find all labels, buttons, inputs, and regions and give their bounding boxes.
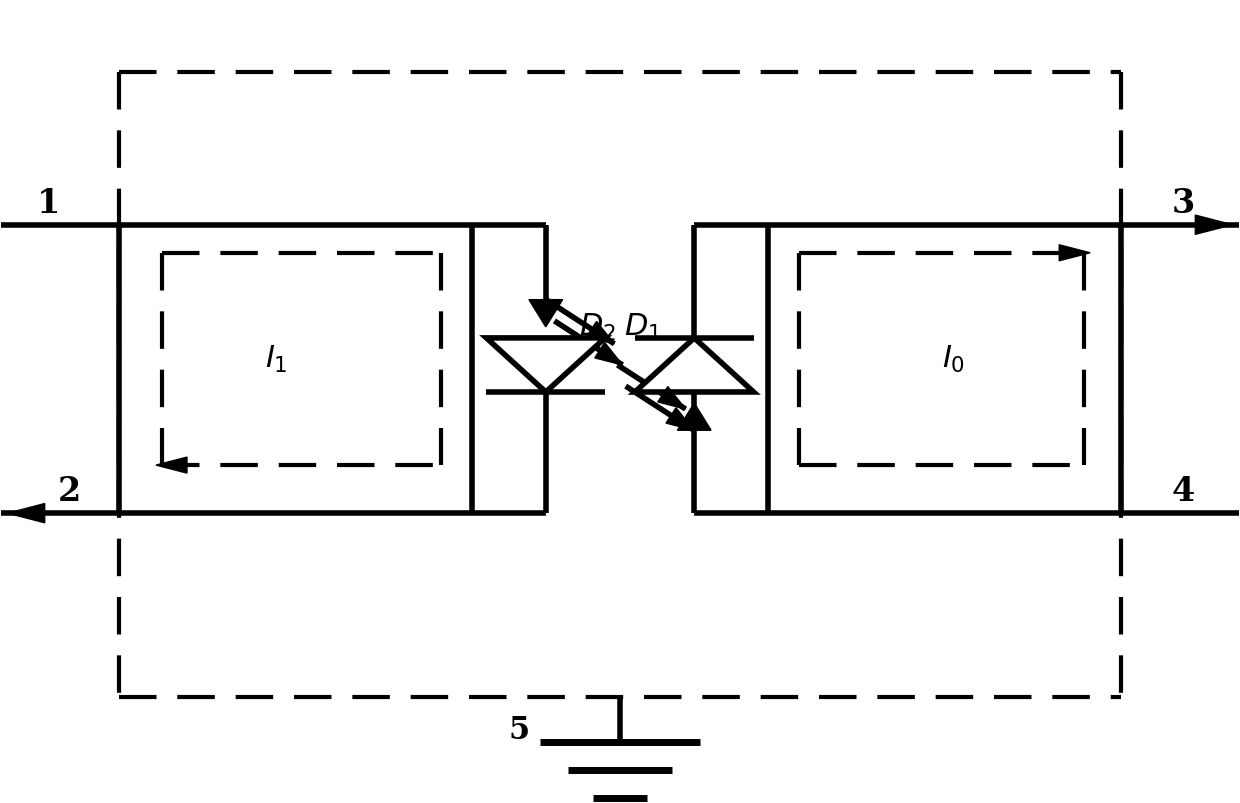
Text: 4: 4	[1172, 475, 1194, 507]
Text: $D_2$: $D_2$	[579, 312, 616, 343]
Text: $I_1$: $I_1$	[265, 344, 288, 375]
Text: 5: 5	[508, 714, 529, 745]
Text: 3: 3	[1172, 186, 1194, 219]
Text: $D_1$: $D_1$	[624, 312, 661, 343]
Text: 2: 2	[58, 475, 81, 507]
Polygon shape	[658, 387, 686, 410]
Polygon shape	[529, 300, 563, 328]
Polygon shape	[677, 403, 711, 430]
Polygon shape	[666, 408, 693, 430]
Text: $I_0$: $I_0$	[942, 344, 966, 375]
Polygon shape	[486, 339, 605, 393]
Polygon shape	[1195, 216, 1233, 235]
Polygon shape	[595, 343, 622, 365]
Polygon shape	[635, 339, 754, 393]
Polygon shape	[7, 504, 45, 523]
Text: 1: 1	[37, 186, 60, 219]
Polygon shape	[1059, 246, 1090, 262]
Polygon shape	[156, 458, 187, 474]
Polygon shape	[587, 322, 614, 344]
